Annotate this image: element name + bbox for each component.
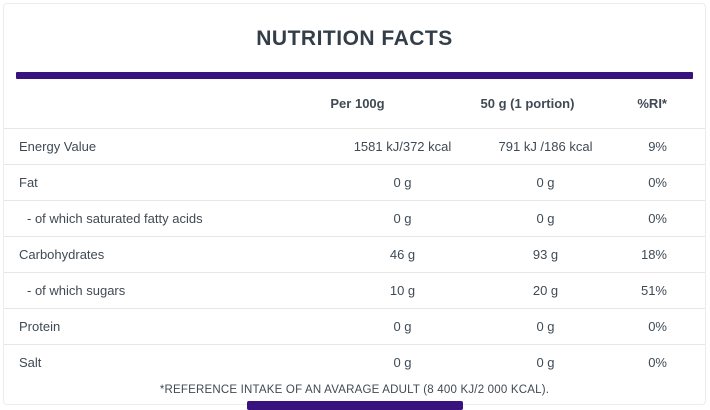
table-header-row: Per 100g 50 g (1 portion) %RI* (4, 79, 705, 128)
portion-value: 93 g (532, 247, 559, 262)
portion-value: 791 kJ /186 kcal (498, 139, 593, 154)
per-100g-value: 1581 kJ/372 kcal (353, 139, 452, 154)
column-header-portion: 50 g (1 portion) (480, 96, 575, 111)
nutrition-table: Per 100g 50 g (1 portion) %RI* Energy Va… (4, 79, 705, 396)
per-100g-value: 46 g (389, 247, 416, 262)
nutrition-facts-card: NUTRITION FACTS Per 100g 50 g (1 portion… (3, 3, 706, 405)
per-100g-value: 0 g (393, 355, 412, 370)
row-label: Salt (19, 355, 42, 370)
row-label: - of which sugars (27, 283, 126, 298)
row-label: Energy Value (19, 139, 97, 154)
table-body: Energy Value 1581 kJ/372 kcal 791 kJ /186 … (4, 128, 705, 380)
row-label: Carbohydrates (19, 247, 105, 262)
reference-intake-footnote: *REFERENCE INTAKE OF AN AVARAGE ADULT (8… (159, 384, 550, 396)
portion-value: 20 g (532, 283, 559, 298)
per-100g-value: 0 g (393, 175, 412, 190)
bottom-accent-bar (247, 401, 463, 410)
per-100g-value: 0 g (393, 319, 412, 334)
ri-percent-value: 0% (648, 211, 667, 226)
title-divider-bar (16, 72, 693, 79)
table-row: Fat 0 g 0 g 0% (4, 164, 705, 200)
page-title: NUTRITION FACTS (256, 27, 453, 50)
ri-percent-value: 0% (648, 319, 667, 334)
table-row: Carbohydrates 46 g 93 g 18% (4, 236, 705, 272)
table-row: Salt 0 g 0 g 0% (4, 344, 705, 380)
portion-value: 0 g (536, 319, 555, 334)
ri-percent-value: 18% (640, 247, 667, 262)
column-header-ri: %RI* (637, 96, 667, 111)
table-row: - of which saturated fatty acids 0 g 0 g 0% (4, 200, 705, 236)
table-row: - of which sugars 10 g 20 g 51% (4, 272, 705, 308)
portion-value: 0 g (536, 175, 555, 190)
portion-value: 0 g (536, 355, 555, 370)
per-100g-value: 0 g (393, 211, 412, 226)
portion-value: 0 g (536, 211, 555, 226)
per-100g-value: 10 g (389, 283, 416, 298)
ri-percent-value: 9% (648, 139, 667, 154)
ri-percent-value: 0% (648, 355, 667, 370)
table-row: Energy Value 1581 kJ/372 kcal 791 kJ /186 … (4, 128, 705, 164)
row-label: Fat (19, 175, 38, 190)
ri-percent-value: 0% (648, 175, 667, 190)
ri-percent-value: 51% (640, 283, 667, 298)
table-row: Protein 0 g 0 g 0% (4, 308, 705, 344)
row-label: Protein (19, 319, 61, 334)
row-label: - of which saturated fatty acids (27, 211, 203, 226)
column-header-per-100g: Per 100g (330, 96, 385, 111)
